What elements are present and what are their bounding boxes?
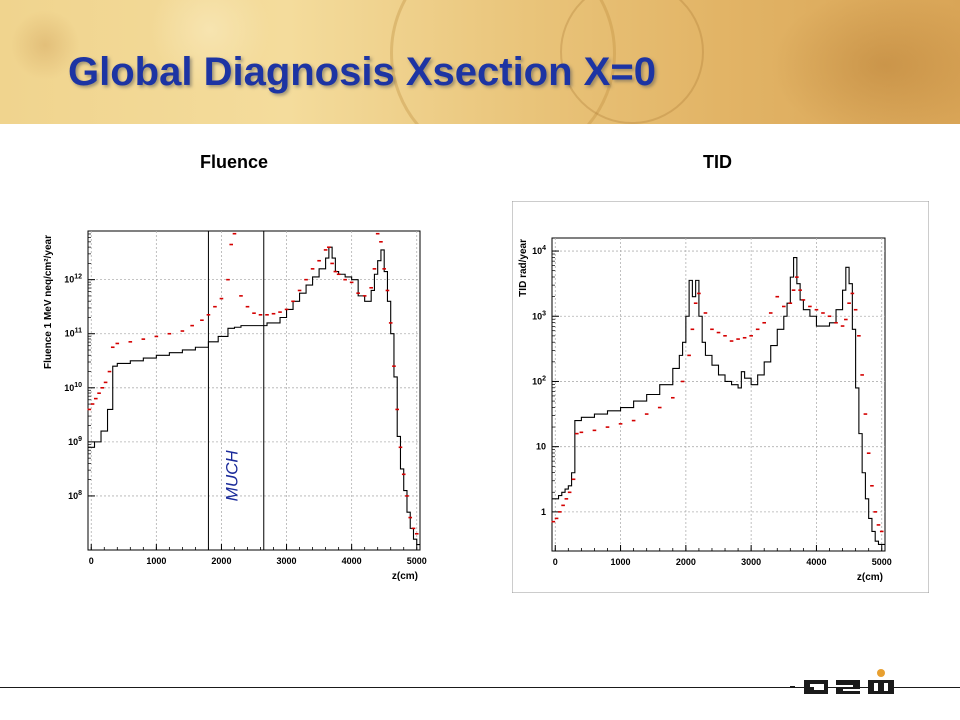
much-region-label: MUCH [222,450,241,502]
y-tick-label: 103 [532,310,546,321]
y-tick-label: 1012 [64,274,82,285]
y-tick-label: 10 [536,442,546,452]
plot-area [551,237,886,552]
x-axis-label: z(cm) [392,571,418,582]
x-tick-label: 5000 [407,556,427,566]
banner-decoration [560,0,704,124]
x-tick-label: 5000 [872,557,892,567]
x-tick-label: 3000 [741,557,761,567]
x-tick-label: 1000 [146,556,166,566]
y-axis-label: Fluence 1 MeV neq/cm²/year [43,235,54,369]
x-tick-label: 4000 [806,557,826,567]
title-banner: Global Diagnosis Xsection X=0 [0,0,960,124]
x-tick-label: 1000 [611,557,631,567]
tid-panel-title: TID [703,152,732,172]
x-tick-label: 0 [553,557,558,567]
x-tick-label: 0 [89,556,94,566]
y-tick-label: 108 [68,490,82,501]
black-histogram-line [88,246,420,546]
x-tick-label: 2000 [676,557,696,567]
plot-area [87,230,421,551]
y-tick-label: 109 [68,436,82,447]
y-tick-label: 104 [532,245,546,256]
x-tick-label: 2000 [211,556,231,566]
x-tick-label: 4000 [342,556,362,566]
y-tick-label: 102 [532,375,546,386]
y-tick-label: 1011 [65,328,83,339]
x-tick-label: 3000 [277,556,297,566]
banner-decoration [770,0,960,124]
fluence-panel-title: Fluence [200,152,269,172]
banner-decoration [10,10,80,80]
slide-title: Global Diagnosis Xsection X=0 [68,50,656,94]
x-axis-label: z(cm) [857,572,883,583]
footer-divider [0,687,960,688]
gsi-logo [790,669,894,694]
fluence-chart: 0 1000 2000 3000 4000 5000 108 109 1010 1011 1012 z… [38,217,438,597]
tid-chart: 0 1000 2000 3000 4000 5000 1 10 102 103 104 z(cm) TI… [512,201,929,593]
y-tick-label: 1 [541,507,546,517]
y-tick-label: 1010 [64,382,82,393]
y-axis-label: TID rad/year [518,239,529,297]
black-histogram-line [552,257,885,546]
